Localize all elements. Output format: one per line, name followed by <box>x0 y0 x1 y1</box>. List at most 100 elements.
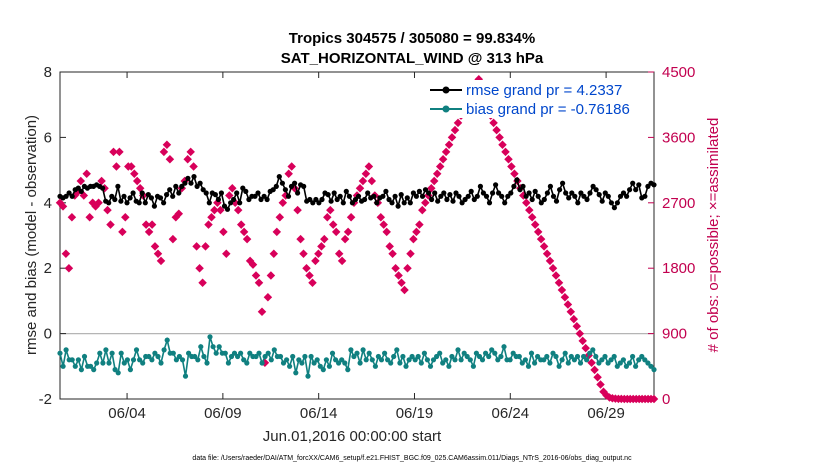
rmse-point <box>374 200 380 206</box>
legend: rmse grand pr = 4.2337 bias grand pr = -… <box>424 80 648 118</box>
bias-point <box>360 347 366 353</box>
rmse-point <box>252 193 258 199</box>
rmse-point <box>462 196 468 203</box>
chart-title-line1: Tropics 304575 / 305080 = 99.834% <box>289 30 535 47</box>
bias-point <box>109 350 115 356</box>
counts-marker <box>228 184 237 193</box>
counts-marker <box>340 234 350 244</box>
bias-point <box>382 350 388 356</box>
bias-point <box>284 357 290 363</box>
bias-point <box>72 363 78 369</box>
bias-point <box>357 360 363 366</box>
bias-point <box>170 350 176 356</box>
bias-point <box>623 363 630 369</box>
counts-marker <box>421 198 430 208</box>
rmse-point <box>121 193 127 199</box>
rmse-point <box>563 190 569 196</box>
counts-marker <box>302 263 311 273</box>
bias-point <box>259 360 265 366</box>
rmse-point <box>620 190 627 196</box>
counts-marker <box>320 234 329 244</box>
rmse-point <box>346 193 352 199</box>
counts-marker <box>566 307 576 317</box>
rmse-point <box>157 195 164 201</box>
counts-marker <box>501 147 510 157</box>
counts-marker <box>346 213 356 222</box>
rmse-point <box>167 187 173 193</box>
rmse-point <box>514 177 520 183</box>
rmse-point <box>553 198 560 204</box>
rmse-point <box>523 193 529 199</box>
y-tick-label-right: 4500 <box>662 64 695 81</box>
counts-marker <box>441 147 451 157</box>
bias-point <box>161 347 167 353</box>
bias-point <box>486 353 492 360</box>
counts-marker <box>551 271 561 280</box>
rmse-point <box>532 188 538 194</box>
rmse-point <box>115 183 121 189</box>
bias-point <box>268 357 274 363</box>
bias-point <box>247 350 253 356</box>
bias-point <box>320 367 326 373</box>
bias-point <box>308 353 314 360</box>
bias-point <box>97 350 103 356</box>
rmse-point <box>541 196 547 203</box>
rmse-point <box>100 185 106 191</box>
bias-point <box>385 357 391 363</box>
counts-marker <box>412 227 421 237</box>
bias-point <box>351 353 357 360</box>
counts-marker <box>427 184 436 193</box>
rmse-point <box>124 200 130 206</box>
rmse-point <box>593 187 599 193</box>
counts-marker <box>343 227 353 237</box>
bias-point <box>311 360 317 366</box>
bias-point <box>375 353 381 360</box>
bias-point <box>522 357 529 363</box>
rmse-point <box>505 193 511 199</box>
rmse-point <box>197 180 203 186</box>
bias-point <box>565 360 571 366</box>
y-ticks-left: -2 0 2 4 6 8 <box>39 64 66 408</box>
bias-point <box>648 363 654 369</box>
bias-point <box>406 357 412 363</box>
rmse-point <box>185 175 191 181</box>
rmse-point <box>480 190 486 196</box>
rmse-point <box>69 193 75 199</box>
counts-marker <box>153 249 163 258</box>
bias-point <box>516 353 522 360</box>
counts-marker <box>575 329 585 338</box>
counts-marker <box>563 300 573 309</box>
bias-point <box>213 350 219 356</box>
bias-point <box>510 350 516 356</box>
bias-point <box>133 347 140 353</box>
counts-marker <box>257 307 267 317</box>
counts-marker <box>382 227 391 237</box>
counts-marker <box>287 162 296 171</box>
counts-marker <box>504 154 513 164</box>
rmse-point <box>633 187 639 193</box>
y-axis-label-right: # of obs: o=possible; ×=assimilated <box>705 118 722 353</box>
counts-marker <box>251 271 261 280</box>
counts-marker <box>130 169 139 178</box>
bias-point <box>201 353 207 360</box>
bias-point <box>112 367 118 373</box>
counts-marker <box>233 205 243 215</box>
rmse-point <box>78 188 84 194</box>
bias-point <box>651 367 657 373</box>
bias-point <box>418 360 424 366</box>
bias-point <box>118 350 124 356</box>
bias-point <box>617 360 623 366</box>
bias-point <box>106 360 112 366</box>
bias-point <box>461 350 467 356</box>
rmse-point <box>313 196 319 203</box>
legend-bias-marker <box>442 105 450 113</box>
bias-point <box>479 357 486 363</box>
counts-marker <box>225 191 234 200</box>
counts-marker <box>397 278 406 287</box>
rmse-point <box>316 200 322 206</box>
counts-marker <box>299 249 308 258</box>
bias-point <box>302 353 308 360</box>
counts-marker <box>263 293 273 302</box>
rmse-point <box>398 192 404 198</box>
